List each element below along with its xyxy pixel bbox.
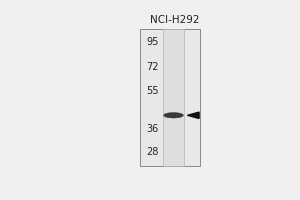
Text: NCI-H292: NCI-H292 bbox=[150, 15, 200, 25]
Polygon shape bbox=[188, 112, 199, 119]
Text: 95: 95 bbox=[146, 37, 158, 47]
Ellipse shape bbox=[164, 113, 183, 118]
Bar bbox=[140, 29, 200, 166]
Text: 28: 28 bbox=[146, 147, 158, 157]
Text: 55: 55 bbox=[146, 86, 158, 96]
Text: 72: 72 bbox=[146, 62, 158, 72]
Text: 36: 36 bbox=[146, 124, 158, 134]
Bar bbox=[163, 29, 184, 166]
